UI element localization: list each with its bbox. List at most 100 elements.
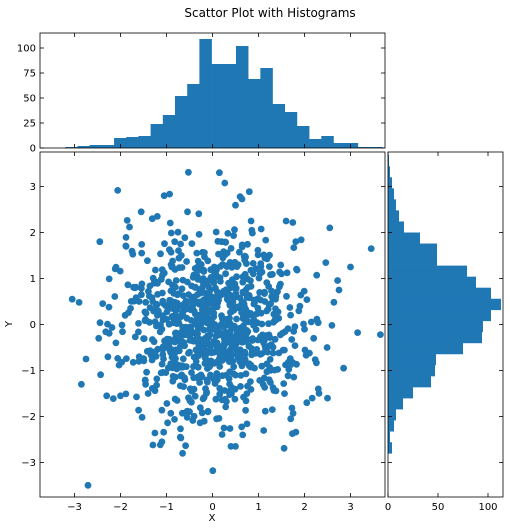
scatter-point: [216, 390, 224, 398]
scatter-point: [185, 394, 192, 402]
scatter-point: [210, 375, 218, 383]
scatter-point: [122, 243, 130, 250]
scatter-point: [125, 309, 132, 316]
scatter-point: [161, 240, 168, 248]
scatter-point: [239, 278, 247, 286]
right-histogram-bar: [388, 331, 482, 344]
scatter-point: [247, 266, 255, 274]
scatter-point: [222, 270, 230, 278]
scatter-point: [277, 280, 284, 288]
scatter-point: [174, 228, 182, 236]
scatter-point: [173, 397, 181, 404]
scatter-point: [297, 236, 305, 244]
scatter-point: [232, 290, 240, 297]
scatter-point: [156, 328, 164, 336]
scatter-point: [326, 224, 334, 232]
top-y-tick-label: 75: [23, 69, 36, 80]
scatter-point: [135, 328, 142, 336]
scatter-point: [254, 246, 262, 254]
scatter-point: [144, 257, 151, 265]
top-histogram-bar: [333, 143, 346, 148]
scatter-point: [219, 315, 226, 323]
scatter-point: [284, 372, 292, 380]
scatter-point: [226, 425, 234, 432]
scatter-point: [144, 390, 152, 397]
scatter-point: [254, 336, 262, 344]
scatter-point: [105, 275, 113, 283]
scatter-point: [153, 375, 161, 383]
scatter-point: [227, 351, 235, 358]
scatter-point: [123, 355, 130, 362]
scatter-point: [315, 390, 323, 397]
scatter-point: [192, 358, 200, 365]
scatter-point: [261, 298, 269, 305]
scatter-point: [295, 307, 303, 315]
x-axis-label: X: [209, 513, 216, 524]
scatter-point: [266, 364, 274, 371]
top-histogram-bar: [248, 79, 261, 148]
scatter-point: [310, 334, 318, 342]
right-x-tick-label: 100: [478, 502, 497, 513]
scatter-point: [271, 335, 279, 343]
scatter-point: [263, 307, 270, 315]
scatter-point: [258, 268, 266, 276]
scatter-point: [105, 329, 113, 337]
scatter-point: [148, 215, 156, 223]
scatter-point: [119, 328, 126, 336]
scatter-point: [166, 190, 174, 198]
scatter-point: [232, 201, 239, 209]
scatter-point: [185, 349, 192, 357]
scatter-point: [250, 321, 257, 329]
scatter-point: [282, 217, 290, 225]
scatter-point: [210, 309, 218, 317]
scatter-point: [244, 336, 252, 343]
scatter-point: [272, 305, 279, 313]
y-tick-label: 0: [30, 320, 36, 331]
scatter-point: [193, 374, 201, 382]
scatter-point: [243, 260, 250, 267]
right-x-tick-label: 0: [385, 502, 391, 513]
scatter-point: [158, 360, 166, 368]
scatter-point: [160, 192, 168, 200]
scatter-point: [122, 390, 130, 398]
scatter-point: [184, 208, 191, 216]
scatter-point: [215, 291, 222, 299]
scatter-point: [127, 298, 135, 305]
scatter-point: [111, 293, 119, 300]
scatter-point: [203, 376, 211, 384]
scatter-point: [178, 285, 186, 293]
scatter-point: [201, 354, 209, 362]
scatter-point: [184, 278, 191, 286]
scatter-point: [188, 369, 195, 376]
scatter-point: [238, 195, 246, 203]
x-tick-label: 3: [347, 502, 353, 513]
top-histogram-bar: [370, 147, 383, 148]
scatter-point: [196, 404, 204, 412]
scatter-point: [266, 334, 274, 341]
scatter-point: [138, 241, 146, 248]
scatter-point: [123, 217, 131, 224]
top-histogram-bar: [284, 112, 298, 148]
scatter-point: [266, 263, 273, 270]
scatter-point: [221, 238, 229, 246]
scatter-point: [133, 393, 140, 401]
scatter-point: [335, 286, 343, 294]
scatter-point: [260, 337, 268, 344]
scatter-point: [232, 443, 239, 450]
scatter-point: [289, 219, 297, 226]
scatter-point: [212, 332, 220, 340]
scatter-point: [300, 287, 308, 295]
scatter-point: [97, 371, 104, 379]
top-y-tick-label: 25: [23, 119, 36, 130]
scatter-point: [172, 311, 180, 319]
scatter-point: [209, 325, 217, 333]
scatter-point: [266, 356, 274, 363]
right-histogram-bar: [388, 166, 390, 178]
scatter-point: [190, 307, 198, 315]
scatter-point: [197, 336, 204, 344]
scatter-point: [377, 331, 384, 338]
scatter-point: [242, 316, 250, 324]
scatter-point: [279, 346, 287, 354]
right-histogram-bar: [388, 276, 476, 288]
scatter-point: [179, 355, 187, 363]
